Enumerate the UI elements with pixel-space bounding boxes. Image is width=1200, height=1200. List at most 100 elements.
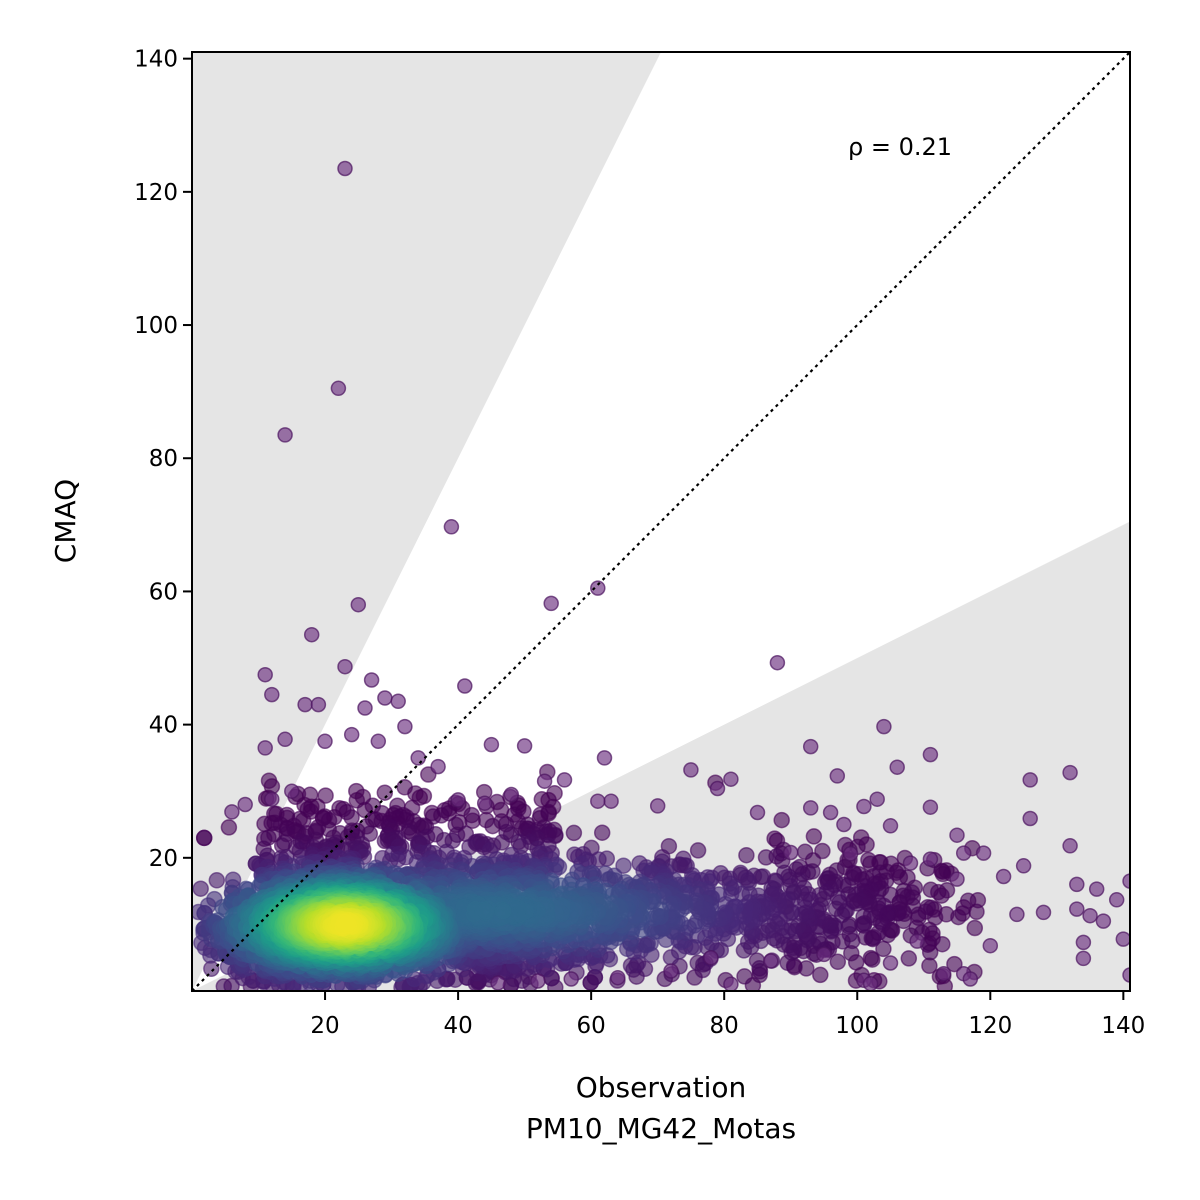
y-tick-label: 80 [149, 446, 178, 472]
data-point [208, 872, 226, 889]
data-point [1075, 950, 1092, 967]
data-point [802, 800, 819, 816]
data-point [565, 824, 583, 842]
data-point [337, 160, 353, 177]
data-point [889, 759, 905, 775]
data-point [829, 953, 847, 971]
data-point [590, 580, 606, 596]
data-point [955, 845, 972, 861]
data-point [543, 595, 559, 612]
correlation-annotation: ρ = 0.21 [848, 133, 952, 161]
data-point [882, 955, 899, 971]
data-point [922, 746, 939, 763]
data-point [748, 952, 766, 969]
data-point [769, 654, 786, 671]
data-point [237, 796, 253, 813]
data-point [277, 731, 293, 748]
data-point [484, 817, 501, 835]
y-axis-label: CMAQ [49, 479, 82, 563]
x-axis-label-line2: PM10_MG42_Motas [526, 1112, 796, 1145]
data-point [450, 792, 466, 808]
data-point [709, 780, 726, 797]
data-point [1075, 934, 1092, 951]
data-point [1115, 931, 1130, 947]
x-tick-label: 100 [835, 1013, 879, 1039]
data-point [812, 966, 829, 984]
data-point [603, 793, 619, 809]
data-point [1108, 892, 1125, 908]
data-point [922, 799, 939, 815]
y-tick-label: 140 [134, 47, 178, 73]
data-point [805, 828, 823, 845]
data-point [264, 686, 280, 703]
data-point [494, 902, 512, 920]
data-point [909, 933, 925, 949]
data-point [339, 915, 357, 932]
data-point [615, 857, 632, 874]
data-point [649, 798, 666, 814]
data-point [1095, 913, 1112, 929]
data-point [862, 975, 879, 991]
data-point [949, 871, 965, 887]
data-point [902, 855, 919, 871]
data-point [922, 851, 939, 867]
data-point [596, 750, 613, 766]
data-point [829, 768, 846, 784]
data-point [934, 865, 952, 883]
data-point [802, 738, 819, 755]
data-point [946, 955, 963, 973]
data-point [477, 902, 495, 920]
data-point [836, 816, 852, 833]
data-point [703, 949, 719, 966]
y-tick-label: 100 [134, 313, 178, 339]
data-point [457, 678, 473, 694]
data-point [330, 380, 347, 397]
data-point [337, 658, 353, 675]
x-axis: 20 40 60 80 100 120 140 [310, 991, 1145, 1039]
data-point [935, 965, 952, 982]
data-point [723, 771, 739, 787]
data-point [503, 786, 520, 803]
data-point [376, 784, 394, 801]
data-point [410, 750, 426, 766]
data-point [1035, 904, 1052, 921]
data-point [856, 798, 872, 815]
y-tick-label: 120 [134, 180, 178, 206]
data-point [277, 427, 293, 443]
data-point [1062, 764, 1078, 781]
data-point [363, 672, 380, 688]
x-tick-label: 120 [968, 1013, 1012, 1039]
data-point [476, 795, 493, 811]
data-point [995, 868, 1012, 885]
data-point [683, 762, 699, 778]
data-point [738, 846, 755, 864]
data-point [195, 829, 213, 847]
data-point [922, 881, 940, 898]
data-point [862, 949, 880, 967]
x-tick-label: 140 [1101, 1013, 1145, 1039]
data-point [350, 596, 367, 613]
data-point [530, 973, 546, 989]
data-point [736, 968, 753, 985]
data-point [876, 718, 892, 735]
data-point [563, 971, 579, 987]
data-point [377, 690, 393, 706]
data-point [975, 845, 992, 861]
data-point [882, 818, 899, 834]
data-point [357, 700, 373, 716]
x-tick-label: 20 [310, 1013, 339, 1039]
data-point [1069, 876, 1085, 893]
data-point [390, 693, 406, 710]
data-point [822, 804, 839, 821]
x-axis-label-line1: Observation [576, 1071, 747, 1104]
data-point [483, 736, 500, 753]
data-point [264, 791, 280, 807]
data-point [343, 726, 360, 743]
data-point [536, 773, 553, 789]
data-point [900, 950, 918, 967]
data-point [827, 900, 845, 917]
data-point [962, 971, 979, 987]
data-point [593, 824, 611, 841]
